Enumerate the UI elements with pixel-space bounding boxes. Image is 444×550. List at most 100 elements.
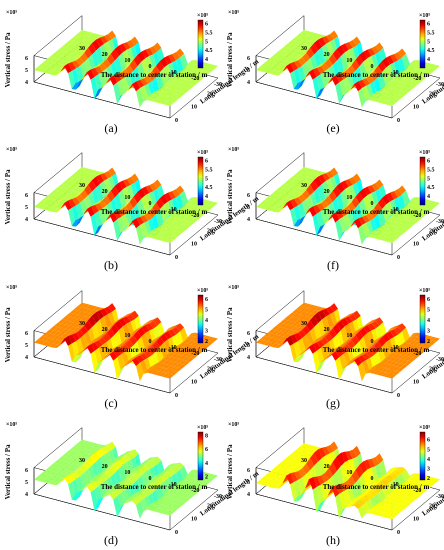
surface-patch bbox=[271, 475, 280, 480]
surface-patch bbox=[167, 213, 176, 218]
surface-patch bbox=[424, 476, 433, 481]
surface-patch bbox=[298, 51, 307, 56]
x-tick-label: 20 bbox=[324, 52, 330, 58]
surface-patch bbox=[149, 46, 158, 55]
surface-patch bbox=[73, 37, 82, 42]
surface-patch bbox=[362, 350, 371, 356]
surface-patch bbox=[288, 453, 296, 458]
panel-h: ×10⁵ 4 5 6 Vertical stress / Pa 30 20 10 0 -10 -20… bbox=[222, 412, 444, 549]
surface-patch bbox=[144, 212, 152, 221]
surface-patch bbox=[299, 180, 308, 185]
surface-patch bbox=[65, 181, 74, 186]
surface-patch bbox=[298, 468, 306, 478]
surface-patch bbox=[155, 499, 164, 504]
surface-patch bbox=[178, 488, 187, 493]
surface-patch bbox=[156, 61, 164, 73]
x-tick-label: -20 bbox=[191, 351, 199, 357]
surface-patch bbox=[85, 36, 94, 41]
surface-patch bbox=[122, 476, 130, 481]
surface-patch bbox=[311, 37, 319, 42]
panel-b: ×10⁵ 4 5 6 Vertical stress / Pa 30 20 10 0 -10 -20… bbox=[0, 137, 260, 274]
surface-patch bbox=[81, 444, 90, 450]
surface-patch bbox=[156, 477, 164, 486]
surface-patch bbox=[388, 230, 397, 235]
surface-patch bbox=[276, 187, 284, 192]
surface-patch bbox=[125, 475, 134, 481]
colorbar-tick-label: 8 bbox=[205, 433, 208, 439]
surface-patch bbox=[120, 500, 129, 506]
surface-patch bbox=[87, 480, 96, 485]
surface-patch bbox=[174, 367, 182, 372]
surface-patch bbox=[295, 455, 304, 460]
surface-patch bbox=[130, 310, 139, 320]
surface-patch bbox=[147, 96, 156, 101]
surface-patch bbox=[167, 486, 176, 491]
surface-patch bbox=[390, 191, 398, 200]
surface-patch bbox=[73, 447, 82, 452]
surface-patch bbox=[416, 350, 424, 356]
surface-patch bbox=[404, 497, 413, 502]
surface-patch bbox=[141, 49, 150, 59]
z-exponent: ×10⁵ bbox=[6, 147, 17, 153]
surface-patch bbox=[68, 334, 76, 344]
surface-patch bbox=[382, 204, 390, 223]
surface-patch bbox=[77, 452, 86, 457]
surface-patch bbox=[271, 338, 280, 344]
surface-patch bbox=[290, 195, 299, 200]
surface-patch bbox=[198, 70, 207, 75]
surface-patch bbox=[155, 227, 164, 232]
surface-patch bbox=[286, 63, 294, 74]
surface-patch bbox=[307, 173, 316, 178]
x-tick-label: 20 bbox=[324, 189, 330, 195]
surface-patch bbox=[187, 469, 196, 475]
surface-patch bbox=[162, 364, 171, 369]
surface-patch bbox=[140, 78, 148, 86]
surface-patch bbox=[396, 367, 404, 372]
surface-patch bbox=[381, 359, 390, 364]
surface-patch bbox=[409, 63, 418, 68]
surface-patch bbox=[65, 44, 74, 49]
z-tick-label: 5 bbox=[247, 205, 250, 211]
x-tick-label: -20 bbox=[413, 76, 421, 82]
surface-patch bbox=[140, 498, 148, 511]
surface-patch bbox=[283, 47, 292, 52]
surface-patch bbox=[60, 474, 69, 479]
surface-patch bbox=[133, 192, 142, 204]
surface-patch bbox=[328, 328, 337, 339]
surface-patch bbox=[37, 67, 46, 72]
surface-patch bbox=[317, 199, 326, 206]
surface-patch bbox=[85, 40, 93, 45]
colorbar-exponent: ×10⁵ bbox=[197, 288, 208, 294]
surface-patch bbox=[275, 335, 284, 340]
surface-patch bbox=[267, 202, 276, 207]
surface-patch bbox=[369, 509, 378, 515]
surface-patch bbox=[182, 493, 191, 498]
surface-patch bbox=[279, 196, 288, 201]
surface-patch bbox=[73, 187, 81, 192]
surface-patch bbox=[182, 347, 191, 353]
surface-patch bbox=[52, 481, 61, 486]
surface-patch bbox=[81, 312, 90, 317]
surface-patch bbox=[149, 183, 158, 192]
surface-patch bbox=[297, 77, 306, 90]
surface-patch bbox=[155, 496, 164, 501]
surface-patch bbox=[373, 93, 382, 98]
surface-patch bbox=[377, 362, 386, 367]
surface-patch bbox=[76, 57, 84, 66]
surface-patch bbox=[420, 488, 428, 493]
surface-patch bbox=[396, 232, 404, 237]
surface-patch bbox=[42, 469, 50, 474]
surface-patch bbox=[408, 344, 417, 349]
surface-patch bbox=[263, 477, 272, 482]
surface-patch bbox=[159, 228, 167, 233]
surface-patch bbox=[73, 323, 81, 328]
surface-patch bbox=[154, 235, 163, 240]
surface-patch bbox=[400, 215, 409, 220]
surface-patch bbox=[98, 337, 107, 345]
surface-patch bbox=[339, 347, 348, 354]
surface-patch bbox=[291, 49, 300, 54]
surface-patch bbox=[412, 349, 421, 355]
surface-patch bbox=[88, 43, 96, 55]
surface-patch bbox=[388, 374, 396, 379]
surface-patch bbox=[256, 339, 264, 344]
